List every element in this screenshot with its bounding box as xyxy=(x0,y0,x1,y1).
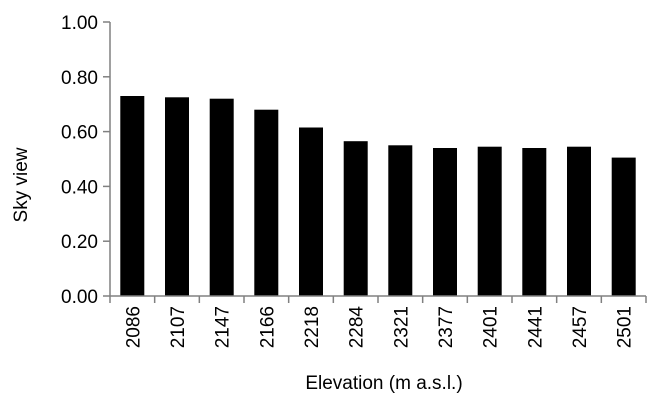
bar-2441 xyxy=(522,148,547,296)
axes-group xyxy=(103,21,647,303)
bar-2086 xyxy=(120,96,145,296)
y-tick-label: 0.60 xyxy=(61,123,98,144)
bar-2457 xyxy=(567,146,591,296)
y-tick-label: 0.20 xyxy=(61,232,98,253)
bar-2147 xyxy=(209,98,234,296)
bar-2107 xyxy=(165,97,189,296)
y-axis-title: Sky view xyxy=(11,147,32,222)
x-tick-label: 2218 xyxy=(302,306,323,348)
y-tick-label: 0.80 xyxy=(61,68,98,89)
x-tick-label: 2086 xyxy=(123,306,144,348)
y-tick-label: 0.40 xyxy=(61,177,98,198)
bar-2401 xyxy=(477,146,502,296)
x-tick-label: 2321 xyxy=(391,306,412,348)
x-tick-label: 2147 xyxy=(213,306,234,348)
x-tick-label: 2107 xyxy=(168,306,189,348)
bar-2218 xyxy=(299,127,323,296)
y-tick-labels: 0.00 0.20 0.40 0.60 0.80 1.00 xyxy=(61,13,98,308)
bars-group xyxy=(120,96,636,296)
bar-2321 xyxy=(388,145,413,296)
x-tick-label: 2501 xyxy=(615,306,636,348)
x-tick-label: 2166 xyxy=(257,306,278,348)
x-tick-label: 2457 xyxy=(570,306,591,348)
bar-2377 xyxy=(433,148,457,296)
x-tick-labels: 2086 2107 2147 2166 2218 2284 2321 2377 2401 2441… xyxy=(123,306,635,349)
x-axis-title: Elevation (m a.s.l.) xyxy=(305,373,462,394)
bar-2166 xyxy=(254,109,279,296)
x-tick-label: 2284 xyxy=(347,306,368,349)
bar-2284 xyxy=(343,141,368,296)
y-tick-label: 0.00 xyxy=(61,287,98,308)
x-tick-label: 2441 xyxy=(525,306,546,348)
x-tick-label: 2377 xyxy=(436,306,457,348)
x-tick-label: 2401 xyxy=(481,306,502,348)
y-tick-label: 1.00 xyxy=(61,13,98,34)
bar-2501 xyxy=(611,157,636,296)
